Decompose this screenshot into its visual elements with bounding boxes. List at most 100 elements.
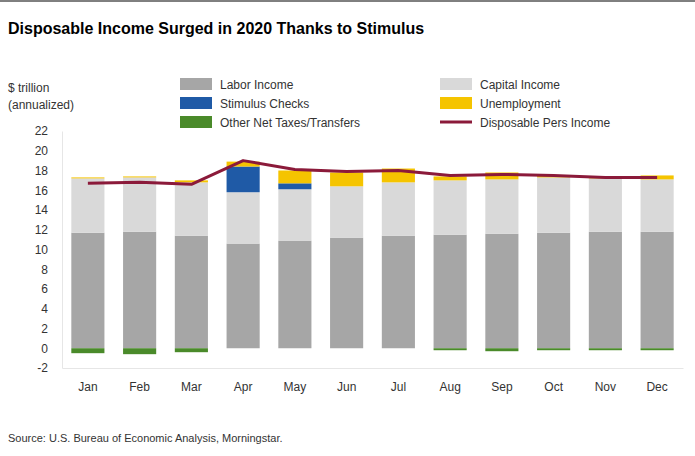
bar bbox=[278, 241, 311, 349]
bar bbox=[278, 189, 311, 240]
y-tick-label: 16 bbox=[35, 184, 49, 198]
x-tick: Aug bbox=[439, 368, 460, 394]
legend-label: Stimulus Checks bbox=[220, 97, 309, 111]
bar bbox=[537, 348, 570, 350]
y-tick-label: 4 bbox=[41, 302, 48, 316]
y-tick: 14 bbox=[35, 203, 62, 217]
bar bbox=[175, 348, 208, 352]
bar bbox=[227, 348, 260, 349]
y-axis-label: (annualized) bbox=[8, 98, 74, 112]
y-tick-label: 22 bbox=[35, 124, 49, 138]
bar bbox=[330, 348, 363, 349]
source: Source: U.S. Bureau of Economic Analysis… bbox=[8, 432, 283, 444]
x-tick: May bbox=[284, 368, 307, 394]
legend-item: Capital Income bbox=[440, 78, 560, 92]
y-tick-label: -2 bbox=[37, 361, 48, 375]
legend-swatch bbox=[180, 116, 212, 128]
bar bbox=[175, 236, 208, 349]
bar bbox=[589, 232, 622, 349]
x-tick-label: Sep bbox=[491, 380, 513, 394]
marks bbox=[71, 161, 673, 355]
y-tick-label: 6 bbox=[41, 282, 48, 296]
legend-swatch bbox=[440, 97, 472, 109]
y-tick: 22 bbox=[35, 124, 62, 138]
bar bbox=[175, 182, 208, 235]
x-tick-label: Dec bbox=[646, 380, 667, 394]
bar bbox=[227, 167, 260, 193]
x-tick-label: Jun bbox=[337, 380, 356, 394]
y-tick: 12 bbox=[35, 223, 62, 237]
x-axis-line bbox=[63, 368, 684, 369]
bar bbox=[123, 232, 156, 349]
legend-label: Other Net Taxes/Transfers bbox=[220, 116, 360, 130]
bar bbox=[123, 177, 156, 231]
y-axis: -2 0 2 4 6 8 10 12 14 16 18 20 22 bbox=[35, 124, 63, 375]
bar bbox=[382, 348, 415, 349]
y-tick: 20 bbox=[35, 144, 62, 158]
bar bbox=[278, 348, 311, 349]
chart: Disposable Income Surged in 2020 Thanks … bbox=[0, 0, 695, 456]
y-tick: -2 bbox=[37, 361, 62, 375]
bar bbox=[485, 234, 518, 349]
y-tick: 4 bbox=[41, 302, 62, 316]
y-tick-label: 12 bbox=[35, 223, 49, 237]
line bbox=[88, 161, 657, 185]
bar bbox=[382, 348, 415, 349]
x-tick: Sep bbox=[491, 368, 513, 394]
bar bbox=[537, 233, 570, 349]
x-tick-label: May bbox=[284, 380, 307, 394]
bar bbox=[382, 182, 415, 235]
y-axis-line bbox=[62, 132, 63, 369]
bar bbox=[382, 236, 415, 349]
x-tick-label: Aug bbox=[439, 380, 460, 394]
bar bbox=[537, 177, 570, 232]
bar bbox=[589, 178, 622, 231]
legend-swatch bbox=[180, 78, 212, 90]
bar bbox=[330, 186, 363, 237]
x-tick: Jul bbox=[391, 368, 406, 394]
bar bbox=[434, 235, 467, 349]
y-tick: 10 bbox=[35, 243, 62, 257]
bar bbox=[641, 232, 674, 349]
legend-swatch bbox=[180, 97, 212, 109]
y-tick: 6 bbox=[41, 282, 62, 296]
bar bbox=[71, 178, 104, 232]
y-tick-label: 20 bbox=[35, 144, 49, 158]
bar bbox=[330, 172, 363, 186]
y-tick-label: 14 bbox=[35, 203, 49, 217]
y-tick-label: 10 bbox=[35, 243, 49, 257]
bar bbox=[434, 176, 467, 180]
legend-item: Disposable Pers Income bbox=[440, 116, 610, 130]
title: Disposable Income Surged in 2020 Thanks … bbox=[8, 20, 424, 37]
bar bbox=[434, 348, 467, 350]
legend-label: Labor Income bbox=[220, 78, 294, 92]
x-tick-label: Oct bbox=[544, 380, 563, 394]
x-tick: Nov bbox=[595, 368, 616, 394]
x-tick: Apr bbox=[234, 368, 253, 394]
bar bbox=[123, 176, 156, 178]
x-axis: Jan Feb Mar Apr May Jun Jul Aug Sep Oct Nov Dec bbox=[63, 368, 684, 394]
y-tick-label: 0 bbox=[41, 342, 48, 356]
bar bbox=[175, 180, 208, 182]
bar bbox=[227, 244, 260, 349]
x-tick-label: Jan bbox=[78, 380, 97, 394]
x-tick-label: Jul bbox=[391, 380, 406, 394]
x-tick: Jun bbox=[337, 368, 356, 394]
bar-series bbox=[71, 232, 673, 349]
legend: Labor Income Capital Income Stimulus Check… bbox=[180, 78, 610, 130]
bar bbox=[278, 183, 311, 189]
legend-item: Unemployment bbox=[440, 97, 561, 111]
y-tick-label: 2 bbox=[41, 322, 48, 336]
bar bbox=[330, 348, 363, 349]
legend-item: Labor Income bbox=[180, 78, 294, 92]
y-tick: 16 bbox=[35, 184, 62, 198]
bar bbox=[71, 233, 104, 349]
y-axis-label: $ trillion bbox=[8, 81, 49, 95]
legend-swatch bbox=[440, 121, 472, 124]
x-tick: Feb bbox=[129, 368, 150, 394]
y-tick-label: 8 bbox=[41, 263, 48, 277]
y-tick: 18 bbox=[35, 164, 62, 178]
legend-item: Stimulus Checks bbox=[180, 97, 309, 111]
legend-item: Other Net Taxes/Transfers bbox=[180, 116, 360, 130]
x-tick: Mar bbox=[181, 368, 202, 394]
